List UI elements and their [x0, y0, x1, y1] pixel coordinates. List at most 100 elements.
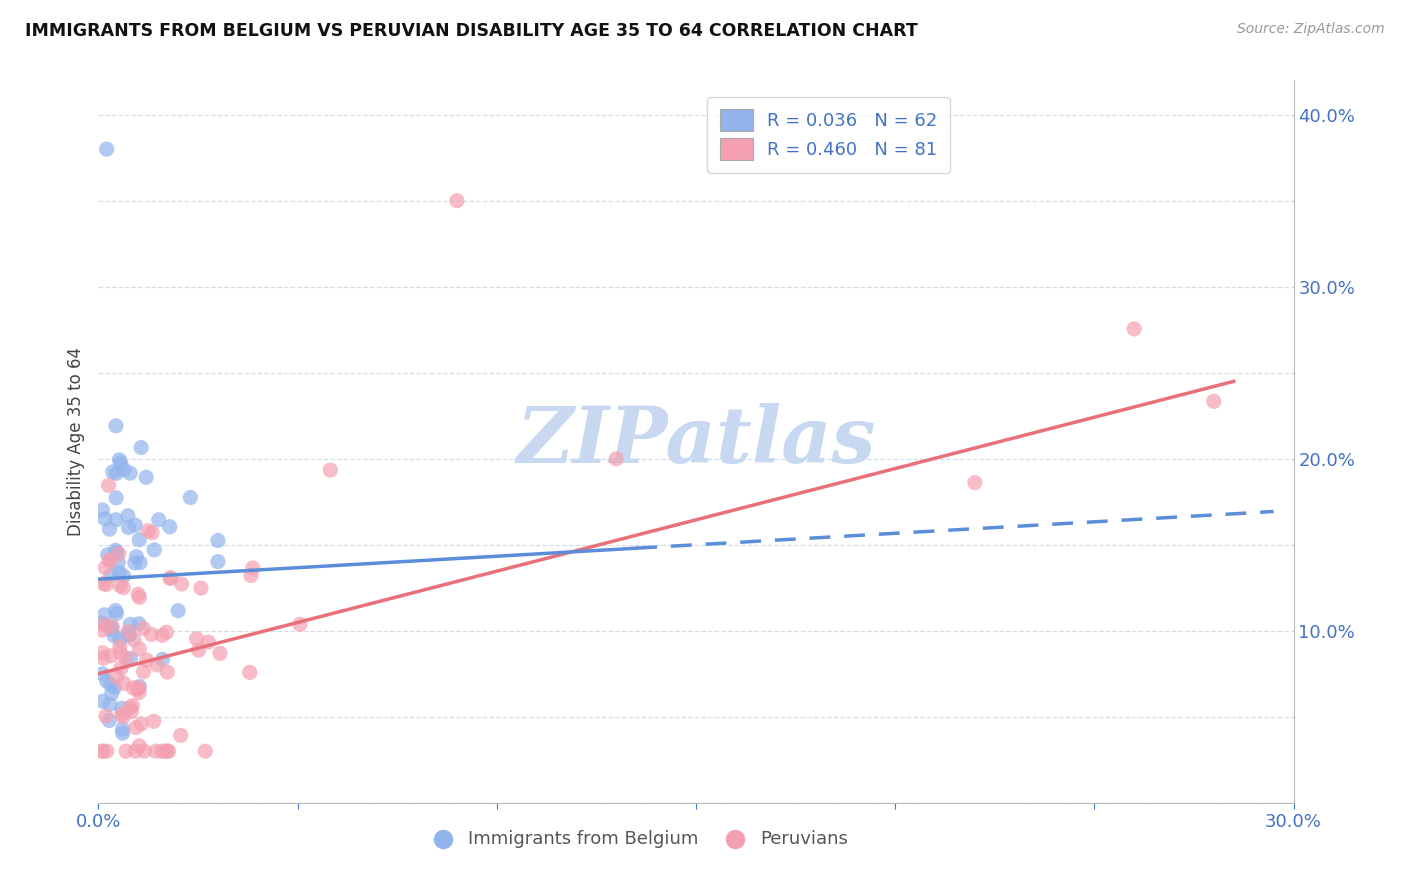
Point [96, 142, 118, 156]
Point [179, 491, 201, 505]
Point [101, 621, 124, 635]
Point [93, 617, 115, 632]
Point [108, 640, 131, 654]
Point [128, 680, 150, 694]
Point [105, 545, 128, 559]
Point [128, 533, 150, 547]
Point [101, 620, 124, 634]
Point [135, 653, 157, 667]
Point [111, 726, 134, 740]
Point [127, 587, 149, 601]
Point [190, 581, 212, 595]
Point [146, 658, 169, 673]
Point [112, 462, 135, 476]
Point [207, 533, 229, 548]
Point [118, 701, 141, 715]
Point [105, 670, 128, 684]
Point [96, 744, 118, 758]
Point [128, 681, 150, 695]
Point [112, 676, 135, 690]
Point [91, 744, 114, 758]
Point [94, 577, 117, 591]
Point [208, 646, 231, 660]
Point [110, 456, 132, 470]
Point [115, 744, 138, 758]
Point [159, 520, 181, 534]
Point [120, 617, 142, 632]
Point [1202, 394, 1225, 409]
Point [135, 470, 157, 484]
Point [128, 616, 150, 631]
Point [148, 513, 170, 527]
Point [98, 553, 121, 567]
Point [103, 629, 125, 643]
Point [197, 635, 219, 649]
Point [125, 549, 148, 564]
Point [128, 685, 150, 699]
Point [167, 604, 190, 618]
Point [319, 463, 342, 477]
Point [91, 503, 114, 517]
Point [97, 478, 120, 492]
Point [96, 673, 118, 688]
Y-axis label: Disability Age 35 to 64: Disability Age 35 to 64 [66, 347, 84, 536]
Text: IMMIGRANTS FROM BELGIUM VS PERUVIAN DISABILITY AGE 35 TO 64 CORRELATION CHART: IMMIGRANTS FROM BELGIUM VS PERUVIAN DISA… [25, 22, 918, 40]
Point [91, 616, 114, 631]
Point [122, 681, 145, 695]
Point [122, 632, 145, 647]
Point [110, 661, 132, 675]
Point [156, 744, 179, 758]
Point [187, 643, 209, 657]
Point [108, 646, 131, 660]
Point [111, 701, 134, 715]
Point [112, 581, 135, 595]
Point [142, 714, 165, 729]
Point [93, 576, 115, 591]
Point [107, 547, 129, 561]
Point [239, 568, 262, 582]
Point [107, 555, 129, 569]
Point [963, 475, 986, 490]
Point [105, 467, 128, 481]
Point [104, 418, 127, 433]
Point [94, 709, 117, 723]
Point [125, 721, 148, 735]
Point [194, 744, 217, 758]
Point [98, 698, 121, 712]
Point [112, 569, 135, 583]
Point [104, 543, 127, 558]
Point [117, 520, 139, 534]
Point [101, 465, 124, 479]
Point [1123, 322, 1146, 336]
Point [111, 706, 134, 721]
Point [186, 632, 208, 646]
Point [118, 628, 141, 642]
Point [98, 553, 121, 567]
Point [143, 543, 166, 558]
Point [91, 623, 114, 637]
Point [605, 451, 627, 466]
Point [207, 555, 229, 569]
Point [120, 651, 142, 665]
Text: ZIPatlas: ZIPatlas [516, 403, 876, 480]
Point [128, 591, 150, 605]
Point [115, 651, 138, 665]
Point [132, 622, 155, 636]
Point [150, 628, 173, 642]
Point [118, 627, 141, 641]
Point [121, 698, 143, 713]
Point [242, 561, 264, 575]
Point [128, 739, 150, 753]
Point [132, 665, 155, 679]
Point [91, 646, 114, 660]
Point [117, 624, 139, 639]
Point [105, 513, 128, 527]
Point [120, 705, 142, 719]
Point [155, 744, 177, 758]
Point [239, 665, 262, 680]
Point [105, 607, 128, 621]
Point [152, 652, 174, 666]
Point [129, 556, 152, 570]
Point [128, 641, 150, 656]
Point [97, 548, 120, 562]
